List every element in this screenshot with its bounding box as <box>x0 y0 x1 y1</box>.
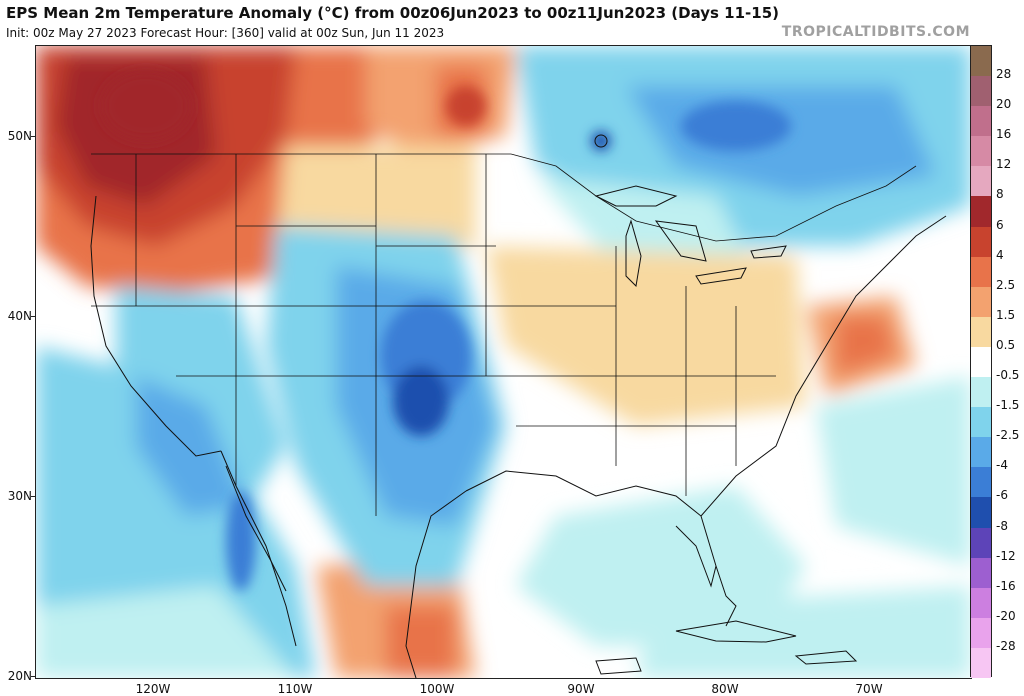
lat-label-50n: 50N <box>7 129 32 143</box>
colorbar-segment <box>971 647 991 679</box>
colorbar-segment <box>971 256 991 288</box>
colorbar-label: 2.5 <box>996 277 1016 292</box>
colorbar-label: 1.5 <box>996 307 1016 322</box>
lon-label-110w: 110W <box>277 682 313 696</box>
colorbar-label: -6 <box>996 488 1008 503</box>
colorbar-label: 28 <box>996 67 1012 82</box>
colorbar-label: -2.5 <box>996 428 1020 443</box>
colorbar-label: -16 <box>996 578 1016 593</box>
lat-tick <box>31 136 35 137</box>
colorbar-segment <box>971 286 991 318</box>
colorbar-label: 4 <box>996 247 1004 262</box>
colorbar-segment <box>971 377 991 408</box>
colorbar-label: 0.5 <box>996 337 1016 352</box>
colorbar-segment <box>971 316 991 348</box>
colorbar-segment <box>971 617 991 649</box>
lon-label-120w: 120W <box>135 682 171 696</box>
colorbar <box>970 45 992 679</box>
colorbar-segment <box>971 346 991 378</box>
colorbar-segment <box>971 136 991 167</box>
great-lakes <box>594 134 787 288</box>
colorbar-segment <box>971 437 991 468</box>
colorbar-label: 16 <box>996 127 1012 142</box>
anomaly-map <box>35 45 972 679</box>
colorbar-label: -1.5 <box>996 398 1020 413</box>
colorbar-segment <box>971 557 991 589</box>
colorbar-segment <box>971 467 991 498</box>
colorbar-label: 8 <box>996 187 1004 202</box>
colorbar-segment <box>971 527 991 559</box>
colorbar-segment <box>971 46 991 77</box>
lon-label-80w: 80W <box>711 682 739 696</box>
lat-label-40n: 40N <box>7 309 32 323</box>
colorbar-segment <box>971 76 991 107</box>
colorbar-segment <box>971 587 991 619</box>
caribbean-islands <box>595 620 858 675</box>
colorbar-label: 12 <box>996 157 1012 172</box>
anomaly-core <box>101 71 791 591</box>
lat-label-30n: 30N <box>7 489 32 503</box>
colorbar-label: 6 <box>996 217 1004 232</box>
colorbar-label: -8 <box>996 518 1008 533</box>
lon-label-90w: 90W <box>567 682 595 696</box>
colorbar-label: 20 <box>996 97 1012 112</box>
colorbar-label: -0.5 <box>996 368 1020 383</box>
lat-tick <box>31 316 35 317</box>
lat-tick <box>31 496 35 497</box>
lat-label-20n: 20N <box>7 669 32 683</box>
colorbar-segment <box>971 166 991 197</box>
colorbar-label: -20 <box>996 608 1016 623</box>
colorbar-label: -4 <box>996 458 1008 473</box>
colorbar-segment <box>971 226 991 258</box>
colorbar-segment <box>971 407 991 438</box>
state-borders <box>91 153 917 516</box>
lon-label-100w: 100W <box>419 682 455 696</box>
site-credit: TROPICALTIDBITS.COM <box>781 24 970 40</box>
colorbar-segment <box>971 497 991 529</box>
map-subtitle: Init: 00z May 27 2023 Forecast Hour: [36… <box>6 26 445 40</box>
map-title: EPS Mean 2m Temperature Anomaly (°C) fro… <box>6 4 779 22</box>
colorbar-label: -28 <box>996 638 1016 653</box>
colorbar-segment <box>971 106 991 137</box>
anomaly-map-canvas <box>36 46 971 678</box>
lon-label-70w: 70W <box>855 682 883 696</box>
coastlines <box>90 195 947 678</box>
colorbar-segment <box>971 196 991 228</box>
colorbar-label: -12 <box>996 548 1016 563</box>
lat-tick <box>31 676 35 677</box>
